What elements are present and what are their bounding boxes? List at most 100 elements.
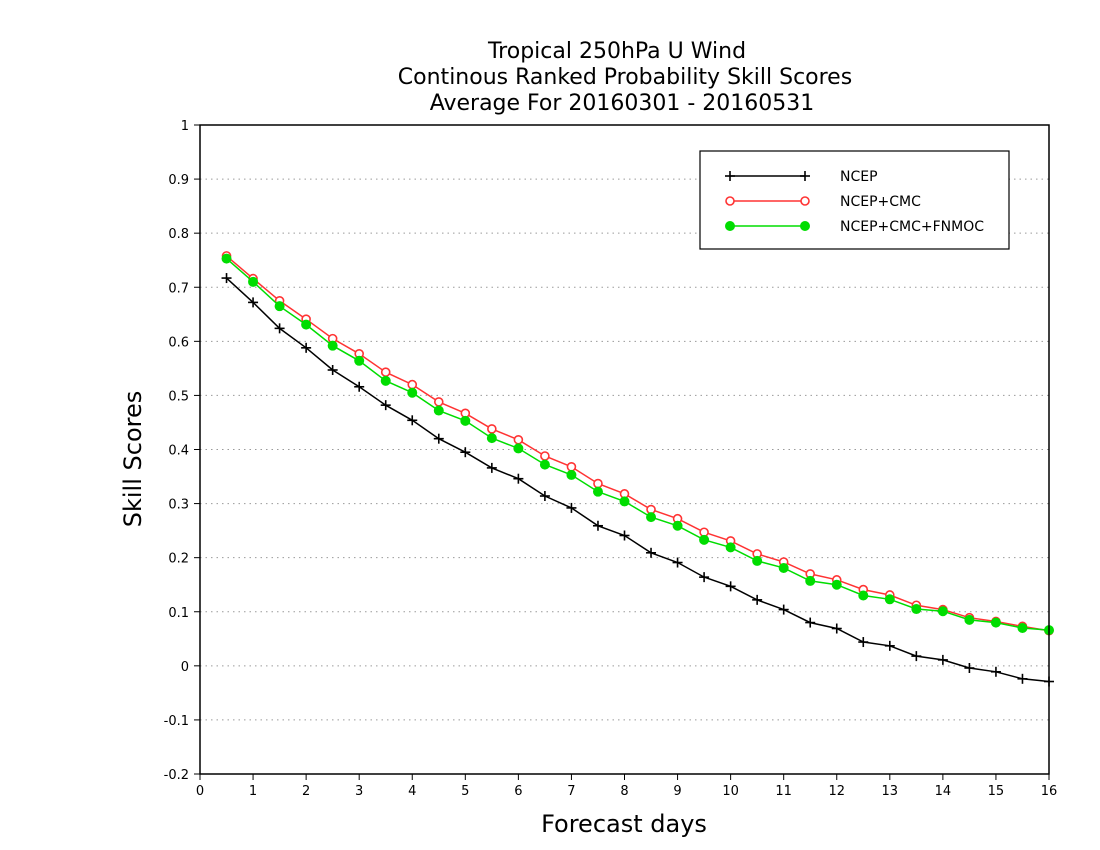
legend-item: NCEP+CMC+FNMOC bbox=[725, 219, 984, 235]
y-tick-label: 0.1 bbox=[168, 606, 189, 621]
y-tick-label: 0.9 bbox=[168, 173, 189, 188]
title-line-1: Tropical 250hPa U Wind bbox=[487, 39, 746, 64]
data-point bbox=[964, 662, 975, 673]
data-point bbox=[327, 340, 338, 351]
x-tick-label: 14 bbox=[935, 784, 952, 799]
data-point bbox=[513, 443, 524, 454]
series-line bbox=[225, 277, 1050, 683]
data-point bbox=[858, 590, 869, 601]
data-point bbox=[672, 520, 683, 531]
data-point bbox=[592, 486, 603, 497]
y-tick-label: 0.8 bbox=[168, 227, 189, 242]
x-tick-label: 5 bbox=[461, 784, 469, 799]
series-line bbox=[226, 258, 1050, 631]
data-point bbox=[699, 572, 710, 583]
data-point bbox=[486, 433, 497, 444]
data-point bbox=[805, 617, 816, 628]
x-tick-label: 8 bbox=[620, 784, 628, 799]
legend-marker bbox=[725, 196, 735, 206]
data-point bbox=[831, 579, 842, 590]
data-point bbox=[1017, 622, 1028, 633]
x-tick-label: 12 bbox=[828, 784, 845, 799]
data-point bbox=[221, 253, 232, 264]
data-point bbox=[354, 355, 365, 366]
x-tick-label: 1 bbox=[249, 784, 257, 799]
data-point bbox=[566, 469, 577, 480]
data-point bbox=[990, 666, 1001, 677]
data-point bbox=[274, 301, 285, 312]
data-point bbox=[539, 491, 550, 502]
data-point bbox=[380, 400, 391, 411]
y-tick-label: 0 bbox=[181, 660, 189, 675]
series-2 bbox=[221, 253, 1054, 636]
x-tick-label: 4 bbox=[408, 784, 416, 799]
legend-marker bbox=[725, 221, 735, 231]
data-point bbox=[274, 323, 285, 334]
y-tick-label: 1 bbox=[181, 119, 189, 134]
legend-marker bbox=[800, 196, 810, 206]
legend: NCEP NCEP+CMC NCEP+CMC+FNMOC bbox=[699, 150, 1010, 250]
data-point bbox=[911, 604, 922, 615]
data-point bbox=[487, 424, 497, 434]
y-tick-label: 0.2 bbox=[168, 552, 189, 567]
x-tick-label: 7 bbox=[567, 784, 575, 799]
legend-marker bbox=[800, 171, 810, 181]
data-point bbox=[433, 397, 444, 407]
data-point bbox=[248, 297, 259, 308]
legend-label: NCEP+CMC bbox=[840, 194, 921, 210]
data-point bbox=[407, 379, 418, 390]
data-point bbox=[486, 462, 497, 473]
legend-item: NCEP bbox=[725, 169, 878, 185]
data-point bbox=[592, 520, 603, 531]
plot-frame bbox=[199, 124, 1050, 775]
y-tick-label: -0.1 bbox=[164, 714, 189, 729]
data-point bbox=[699, 534, 710, 545]
data-point bbox=[540, 451, 550, 461]
data-point bbox=[407, 415, 418, 426]
data-point bbox=[725, 581, 736, 592]
x-tick-label: 15 bbox=[988, 784, 1005, 799]
data-point bbox=[884, 640, 895, 651]
data-point bbox=[301, 319, 312, 330]
legend-marker bbox=[725, 171, 735, 181]
y-axis-ticks: -0.2 -0.1 0 0.1 0.2 0.3 0.4 0.5 0.6 0.7 0.8 0.9 1 bbox=[164, 119, 200, 783]
data-point bbox=[646, 512, 657, 523]
data-point bbox=[778, 562, 789, 573]
legend-label: NCEP+CMC+FNMOC bbox=[840, 219, 984, 235]
data-point bbox=[407, 387, 418, 398]
data-point bbox=[566, 462, 577, 472]
data-point bbox=[831, 623, 842, 634]
x-tick-label: 11 bbox=[775, 784, 792, 799]
data-point bbox=[911, 651, 922, 662]
x-tick-label: 2 bbox=[302, 784, 310, 799]
x-tick-label: 0 bbox=[196, 784, 204, 799]
grid-lines bbox=[200, 178, 1049, 721]
y-tick-label: -0.2 bbox=[164, 768, 189, 783]
data-point bbox=[221, 273, 232, 284]
data-point bbox=[937, 606, 948, 617]
data-point bbox=[380, 367, 391, 377]
series-layer bbox=[221, 251, 1054, 687]
data-point bbox=[646, 547, 657, 558]
data-point bbox=[937, 654, 948, 665]
data-point bbox=[301, 342, 312, 353]
data-point bbox=[460, 447, 471, 458]
x-tick-label: 10 bbox=[722, 784, 739, 799]
series-line bbox=[226, 255, 1050, 632]
data-point bbox=[513, 473, 524, 484]
data-point bbox=[725, 542, 736, 553]
title-line-2: Continous Ranked Probability Skill Score… bbox=[398, 65, 852, 90]
data-point bbox=[566, 502, 577, 513]
data-point bbox=[805, 575, 816, 586]
title-line-3: Average For 20160301 - 20160531 bbox=[430, 91, 815, 116]
y-tick-label: 0.4 bbox=[168, 444, 189, 459]
data-point bbox=[433, 433, 444, 444]
y-tick-label: 0.6 bbox=[168, 335, 189, 350]
series-0 bbox=[221, 273, 1054, 687]
data-point bbox=[884, 594, 895, 605]
data-point bbox=[433, 405, 444, 416]
x-axis-ticks: 0 1 2 3 4 5 6 7 8 9 10 11 12 13 14 15 16 bbox=[196, 774, 1057, 799]
data-point bbox=[460, 415, 471, 426]
y-tick-label: 0.7 bbox=[168, 281, 189, 296]
x-tick-label: 6 bbox=[514, 784, 522, 799]
